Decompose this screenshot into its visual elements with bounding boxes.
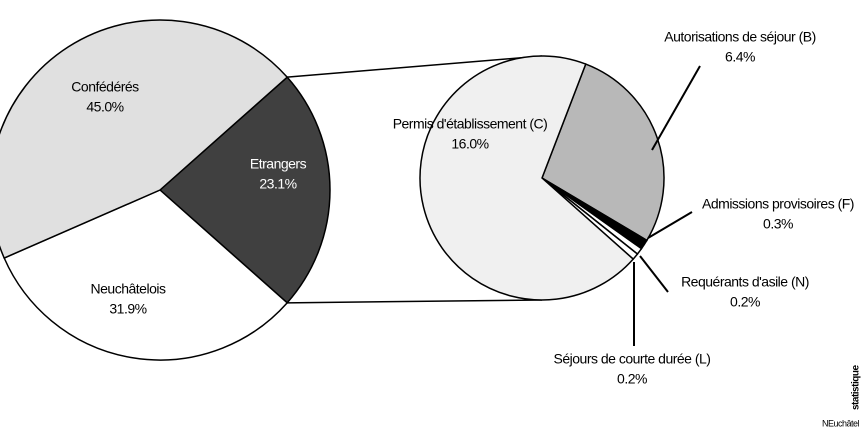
slice-label: Permis d'établissement (C): [393, 116, 548, 132]
connector: [287, 55, 543, 78]
value-label: 0.2%: [730, 294, 760, 310]
logo-brand: NEuchâtel: [822, 418, 860, 428]
slice-label: Séjours de courte durée (L): [554, 351, 711, 367]
connector: [287, 299, 543, 304]
slice-label: Confédérés: [71, 79, 139, 95]
slice-label: Admissions provisoires (F): [702, 196, 854, 212]
pie-slice: [0, 19, 289, 259]
pie-slice: [158, 76, 331, 304]
value-label: 0.2%: [617, 371, 647, 387]
logo-word: statistique: [851, 365, 862, 410]
leader-line: [639, 255, 669, 293]
value-label: 45.0%: [86, 99, 123, 115]
value-label: 31.9%: [109, 301, 146, 317]
slice-label: Autorisations de séjour (B): [664, 29, 815, 45]
pie-slice: [3, 189, 289, 361]
value-label: 0.3%: [763, 216, 793, 232]
value-label: 23.1%: [259, 176, 296, 192]
slice-label: Neuchâtelois: [91, 281, 166, 297]
value-label: 16.0%: [451, 136, 488, 152]
pie-slice: [541, 63, 665, 242]
leader-line: [651, 65, 701, 151]
slice-label: Etrangers: [250, 156, 307, 172]
value-label: 6.4%: [725, 49, 755, 65]
slice-label: Requérants d'asile (N): [681, 274, 809, 290]
pie-slice: [419, 55, 635, 301]
leader-line: [647, 211, 693, 239]
